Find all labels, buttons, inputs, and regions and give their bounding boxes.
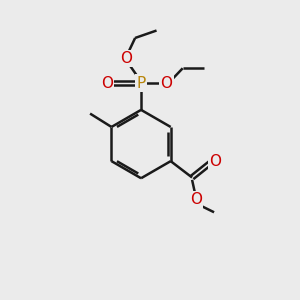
- Text: O: O: [101, 76, 113, 91]
- Text: O: O: [190, 192, 202, 207]
- Text: O: O: [210, 154, 222, 169]
- Text: O: O: [120, 51, 132, 66]
- Text: P: P: [136, 76, 146, 91]
- Text: O: O: [160, 76, 172, 91]
